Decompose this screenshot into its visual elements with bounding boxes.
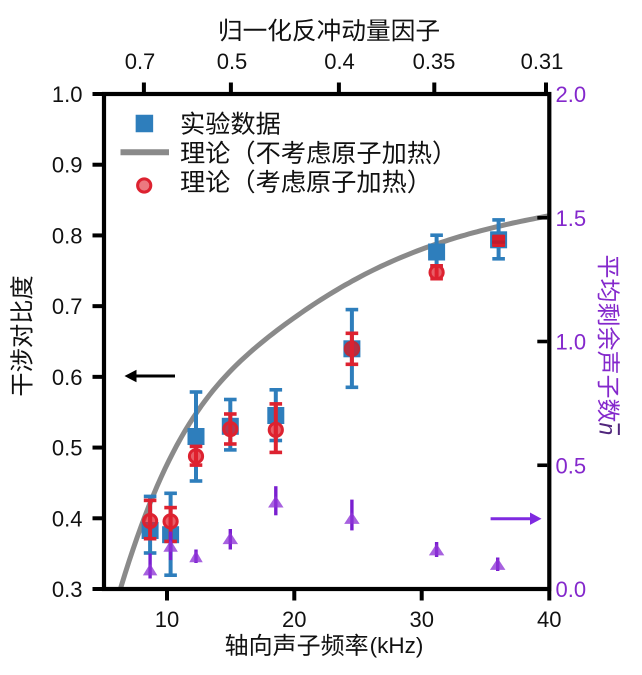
svg-text:0.31: 0.31 xyxy=(521,49,564,74)
svg-text:0.5: 0.5 xyxy=(52,436,83,461)
svg-text:1.5: 1.5 xyxy=(556,206,587,231)
svg-text:0.4: 0.4 xyxy=(52,506,83,531)
svg-text:0.3: 0.3 xyxy=(52,577,83,602)
svg-text:0.7: 0.7 xyxy=(125,49,156,74)
svg-text:1.0: 1.0 xyxy=(52,82,83,107)
svg-text:30: 30 xyxy=(409,607,433,632)
svg-text:2.0: 2.0 xyxy=(556,82,587,107)
svg-text:0.5: 0.5 xyxy=(556,453,587,478)
svg-text:n: n xyxy=(595,423,621,436)
svg-text:1.0: 1.0 xyxy=(556,330,587,355)
svg-text:0.8: 0.8 xyxy=(52,223,83,248)
svg-text:0.6: 0.6 xyxy=(52,365,83,390)
svg-text:0.0: 0.0 xyxy=(556,577,587,602)
svg-text:40: 40 xyxy=(537,607,561,632)
svg-text:0.5: 0.5 xyxy=(217,49,248,74)
svg-text:0.4: 0.4 xyxy=(324,49,355,74)
svg-text:0.9: 0.9 xyxy=(52,153,83,178)
svg-text:0.7: 0.7 xyxy=(52,294,83,319)
svg-text:0.35: 0.35 xyxy=(413,49,456,74)
svg-text:20: 20 xyxy=(282,607,306,632)
svg-text:10: 10 xyxy=(155,607,179,632)
svg-text:(kHz): (kHz) xyxy=(370,633,424,658)
